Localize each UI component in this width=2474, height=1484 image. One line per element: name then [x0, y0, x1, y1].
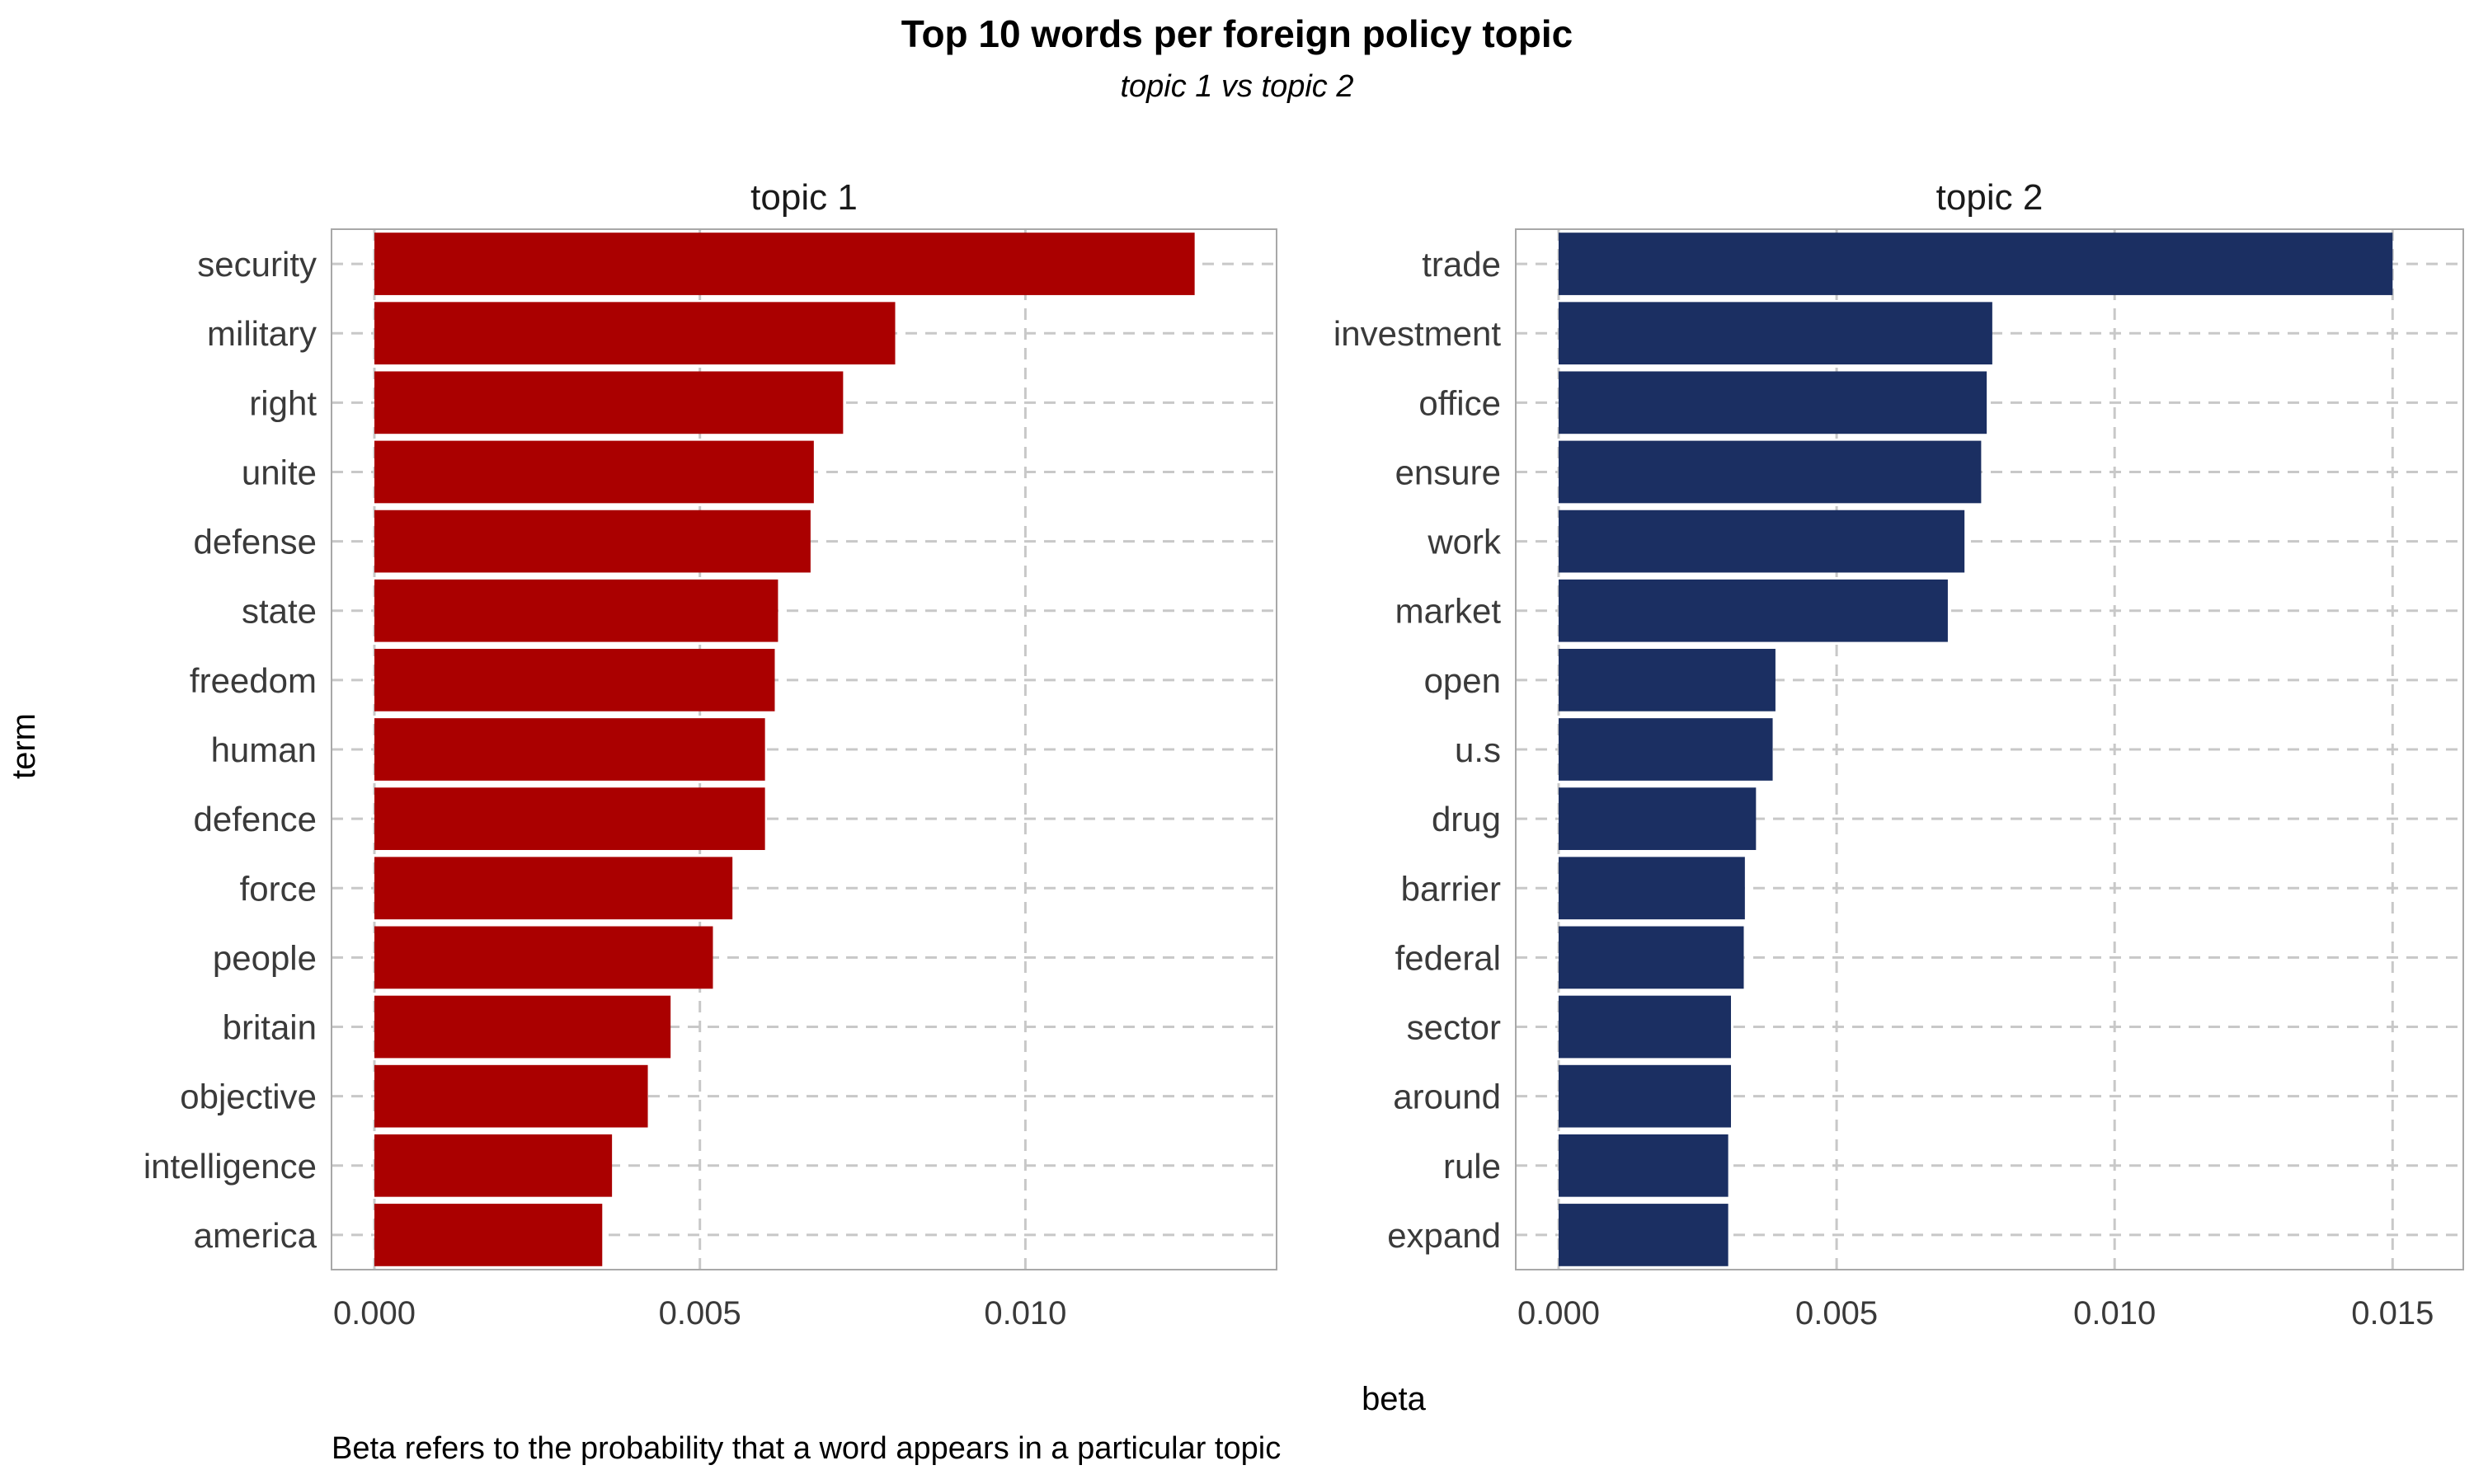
category-label: trade	[1422, 245, 1501, 284]
x-axis-label: beta	[1362, 1381, 1427, 1417]
category-label: barrier	[1401, 869, 1501, 908]
category-label: open	[1424, 661, 1501, 700]
bar-freedom	[374, 649, 775, 711]
category-label: expand	[1387, 1216, 1501, 1255]
bar-state	[374, 579, 778, 642]
category-label: force	[240, 869, 317, 908]
category-label: people	[213, 938, 317, 977]
category-label: work	[1427, 523, 1502, 561]
category-label: america	[194, 1216, 317, 1255]
category-label: military	[207, 314, 317, 353]
bar-expand	[1559, 1204, 1729, 1266]
category-label: britain	[223, 1008, 317, 1047]
bar-people	[374, 926, 713, 989]
category-label: drug	[1432, 800, 1501, 838]
chart-subtitle: topic 1 vs topic 2	[1120, 69, 1354, 104]
bar-objective	[374, 1064, 648, 1128]
bar-intelligence	[374, 1134, 613, 1197]
x-tick-label: 0.010	[984, 1295, 1066, 1331]
bar-rule	[1559, 1134, 1729, 1197]
category-label: u.s	[1455, 730, 1501, 769]
category-label: intelligence	[143, 1147, 317, 1186]
category-label: freedom	[190, 661, 317, 700]
panel-title-1: topic 1	[750, 177, 858, 218]
x-tick-label: 0.005	[1795, 1295, 1878, 1331]
bar-human	[374, 718, 765, 781]
bar-ensure	[1559, 440, 1982, 504]
x-tick-label: 0.010	[2073, 1295, 2156, 1331]
category-label: market	[1395, 592, 1502, 631]
y-axis-label: term	[6, 713, 42, 779]
bar-sector	[1559, 995, 1731, 1059]
bar-around	[1559, 1064, 1731, 1128]
panel-border	[1515, 228, 2464, 1270]
bar-defense	[374, 510, 811, 573]
x-tick-label: 0.005	[659, 1295, 741, 1331]
bar-u.s	[1559, 718, 1773, 781]
category-label: office	[1418, 383, 1501, 422]
category-label: unite	[242, 453, 317, 491]
x-tick-label: 0.000	[1517, 1295, 1600, 1331]
bar-america	[374, 1204, 603, 1266]
category-label: sector	[1407, 1008, 1501, 1047]
bar-open	[1559, 649, 1776, 711]
category-label: federal	[1395, 938, 1501, 977]
category-label: objective	[180, 1078, 317, 1116]
panel-title-2: topic 2	[1936, 177, 2044, 218]
category-label: rule	[1443, 1147, 1501, 1186]
bar-unite	[374, 440, 814, 504]
x-tick-label: 0.015	[2351, 1295, 2434, 1331]
bar-work	[1559, 510, 1965, 573]
bar-security	[374, 232, 1195, 295]
chart-title: Top 10 words per foreign policy topic	[901, 12, 1573, 55]
category-label: right	[249, 383, 317, 422]
category-label: around	[1393, 1078, 1501, 1116]
bar-federal	[1559, 926, 1744, 989]
category-label: security	[197, 245, 317, 284]
category-label: defense	[194, 523, 317, 561]
panel-border	[331, 228, 1277, 1270]
category-label: human	[211, 730, 317, 769]
bar-force	[374, 857, 733, 920]
bar-defence	[374, 787, 765, 850]
category-label: state	[242, 592, 317, 631]
category-label: defence	[194, 800, 317, 838]
bar-market	[1559, 579, 1948, 642]
x-tick-label: 0.000	[333, 1295, 416, 1331]
category-label: investment	[1333, 314, 1501, 353]
bar-britain	[374, 995, 671, 1059]
bar-office	[1559, 371, 1987, 434]
bar-investment	[1559, 302, 1992, 365]
category-label: ensure	[1395, 453, 1501, 491]
bar-right	[374, 371, 844, 434]
bar-drug	[1559, 787, 1757, 850]
bar-military	[374, 302, 896, 365]
bar-trade	[1559, 232, 2393, 295]
chart-caption: Beta refers to the probability that a wo…	[332, 1431, 1282, 1466]
bar-barrier	[1559, 857, 1745, 920]
